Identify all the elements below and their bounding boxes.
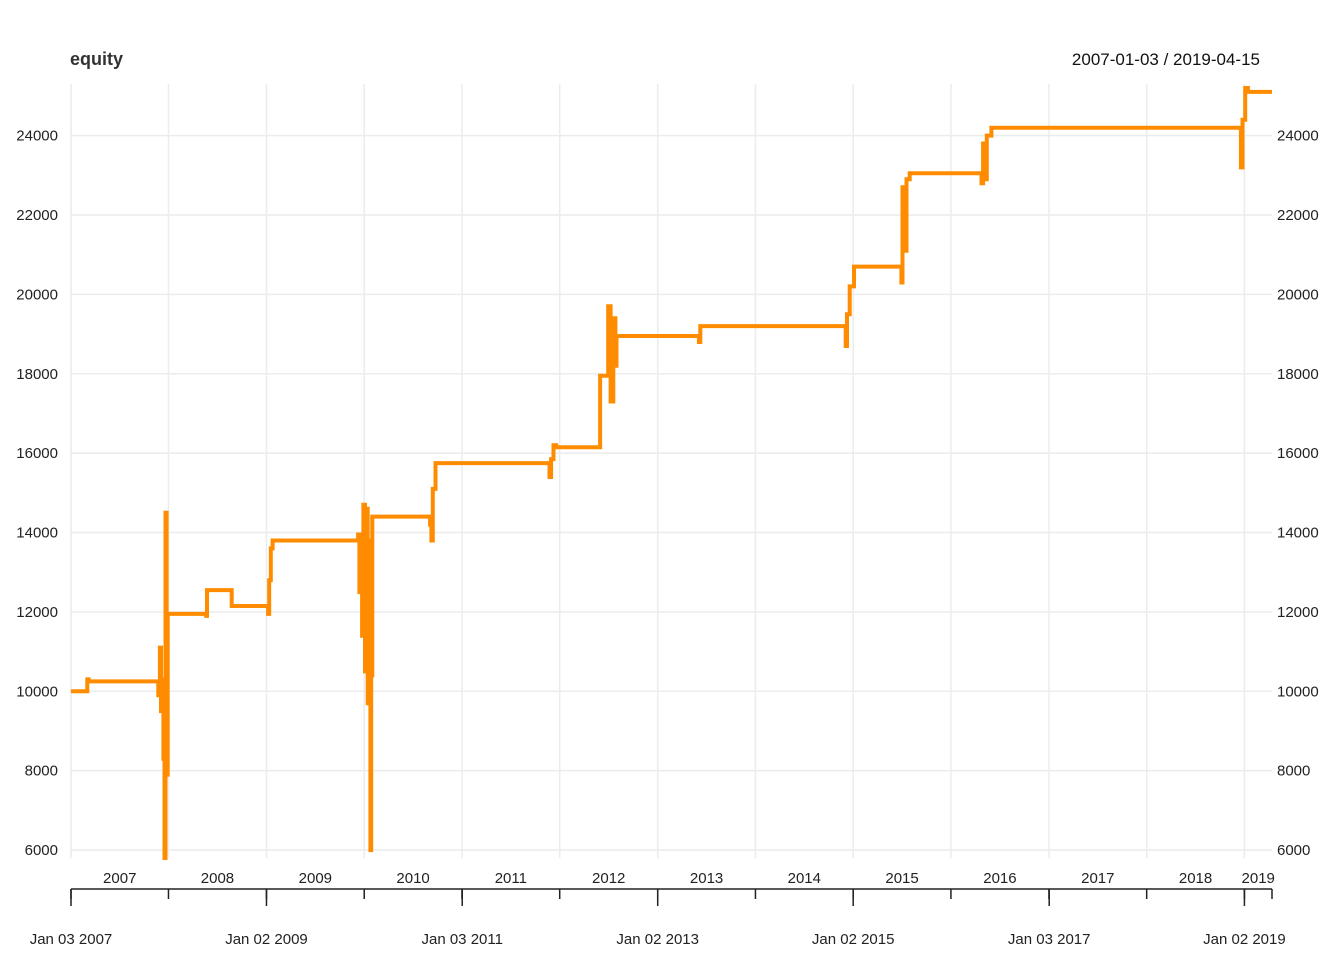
date-label: Jan 03 2007	[30, 931, 113, 948]
year-label: 2018	[1179, 870, 1212, 887]
date-label: Jan 02 2015	[812, 931, 895, 948]
y-tick-label-left: 18000	[16, 366, 58, 383]
year-label: 2016	[983, 870, 1016, 887]
date-label: Jan 03 2011	[421, 931, 502, 948]
plot-area	[71, 86, 1272, 860]
date-label: Jan 02 2013	[616, 931, 699, 948]
y-tick-label-right: 6000	[1277, 842, 1310, 859]
y-tick-label-left: 14000	[16, 525, 58, 542]
year-label: 2007	[103, 870, 136, 887]
y-tick-label-left: 8000	[25, 763, 58, 780]
year-label: 2009	[299, 870, 332, 887]
chart-title: equity	[70, 49, 123, 69]
y-tick-label-right: 20000	[1277, 286, 1319, 303]
year-label: 2010	[396, 870, 429, 887]
x-axis: 2007 2008 2009 2010 2011 2012 2013 2014 2015 2016…	[30, 870, 1286, 948]
y-tick-label-left: 20000	[16, 286, 58, 303]
y-axis-right: 6000 8000 10000 12000 14000 16000 18000 20000 22…	[1277, 128, 1319, 859]
y-tick-label-right: 18000	[1277, 366, 1319, 383]
y-tick-label-left: 24000	[16, 128, 58, 145]
y-tick-label-right: 10000	[1277, 683, 1319, 700]
y-tick-label-right: 16000	[1277, 445, 1319, 462]
date-label: Jan 03 2017	[1008, 931, 1091, 948]
y-tick-label-left: 22000	[16, 207, 58, 224]
y-tick-label-right: 12000	[1277, 604, 1319, 621]
y-tick-label-right: 14000	[1277, 525, 1319, 542]
y-tick-label-right: 24000	[1277, 128, 1319, 145]
date-label: Jan 02 2019	[1203, 931, 1286, 948]
y-tick-label-right: 8000	[1277, 763, 1310, 780]
y-tick-label-left: 12000	[16, 604, 58, 621]
y-tick-label-left: 6000	[25, 842, 58, 859]
year-label: 2017	[1081, 870, 1114, 887]
year-label: 2015	[885, 870, 918, 887]
y-tick-label-left: 16000	[16, 445, 58, 462]
year-label: 2012	[592, 870, 625, 887]
year-label: 2013	[690, 870, 723, 887]
y-tick-label-right: 22000	[1277, 207, 1319, 224]
year-label: 2011	[495, 870, 527, 887]
grid-lines	[70, 84, 1272, 858]
year-label: 2019	[1242, 870, 1275, 887]
year-label: 2014	[788, 870, 821, 887]
y-tick-label-left: 10000	[16, 683, 58, 700]
date-range-label: 2007-01-03 / 2019-04-15	[1072, 50, 1260, 69]
date-label: Jan 02 2009	[225, 931, 308, 948]
year-label: 2008	[201, 870, 234, 887]
y-axis-left: 6000 8000 10000 12000 14000 16000 18000 20000 22…	[16, 128, 58, 859]
equity-series-line	[71, 86, 1272, 860]
